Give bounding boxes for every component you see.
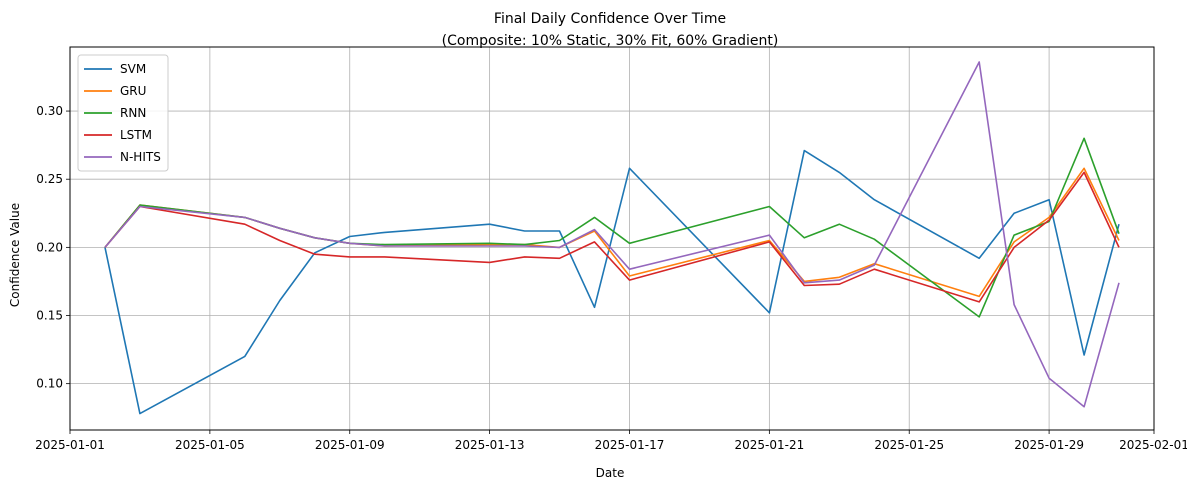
y-tick-label: 0.10 [36,377,63,391]
series-line-lstm [104,171,1120,303]
chart-subtitle: (Composite: 10% Static, 30% Fit, 60% Gra… [442,33,779,49]
x-tick-label: 2025-01-01 [35,438,105,452]
series-lines [104,61,1120,415]
y-tick-label: 0.25 [36,172,63,186]
x-tick-label: 2025-01-29 [1014,438,1084,452]
x-tick-label: 2025-01-05 [175,438,245,452]
legend-label: RNN [120,106,146,120]
legend-label: LSTM [120,128,152,142]
legend-label: SVM [120,62,146,76]
chart-title: Final Daily Confidence Over Time [494,11,726,27]
y-axis-label: Confidence Value [8,203,22,307]
x-axis-label: Date [596,466,625,480]
legend-label: N-HITS [120,150,161,164]
grid-lines [69,47,1155,430]
x-tick-label: 2025-01-09 [315,438,385,452]
legend-box [77,54,169,172]
y-axis: 0.10 0.15 0.20 0.25 0.30 [36,104,70,391]
x-tick-label: 2025-01-25 [874,438,944,452]
legend: SVM GRU RNN LSTM N-HITS [77,54,169,172]
y-tick-label: 0.20 [36,240,63,254]
x-axis: 2025-01-01 2025-01-05 2025-01-09 2025-01-13… [35,430,1187,452]
x-tick-label: 2025-01-21 [734,438,804,452]
plot-area-frame [69,46,1155,431]
y-tick-label: 0.30 [36,104,63,118]
x-tick-label: 2025-02-01 [1119,438,1187,452]
y-tick-label: 0.15 [36,309,63,323]
series-line-n-hits [104,61,1120,408]
x-tick-label: 2025-01-13 [455,438,525,452]
legend-label: GRU [120,84,146,98]
x-tick-label: 2025-01-17 [595,438,665,452]
